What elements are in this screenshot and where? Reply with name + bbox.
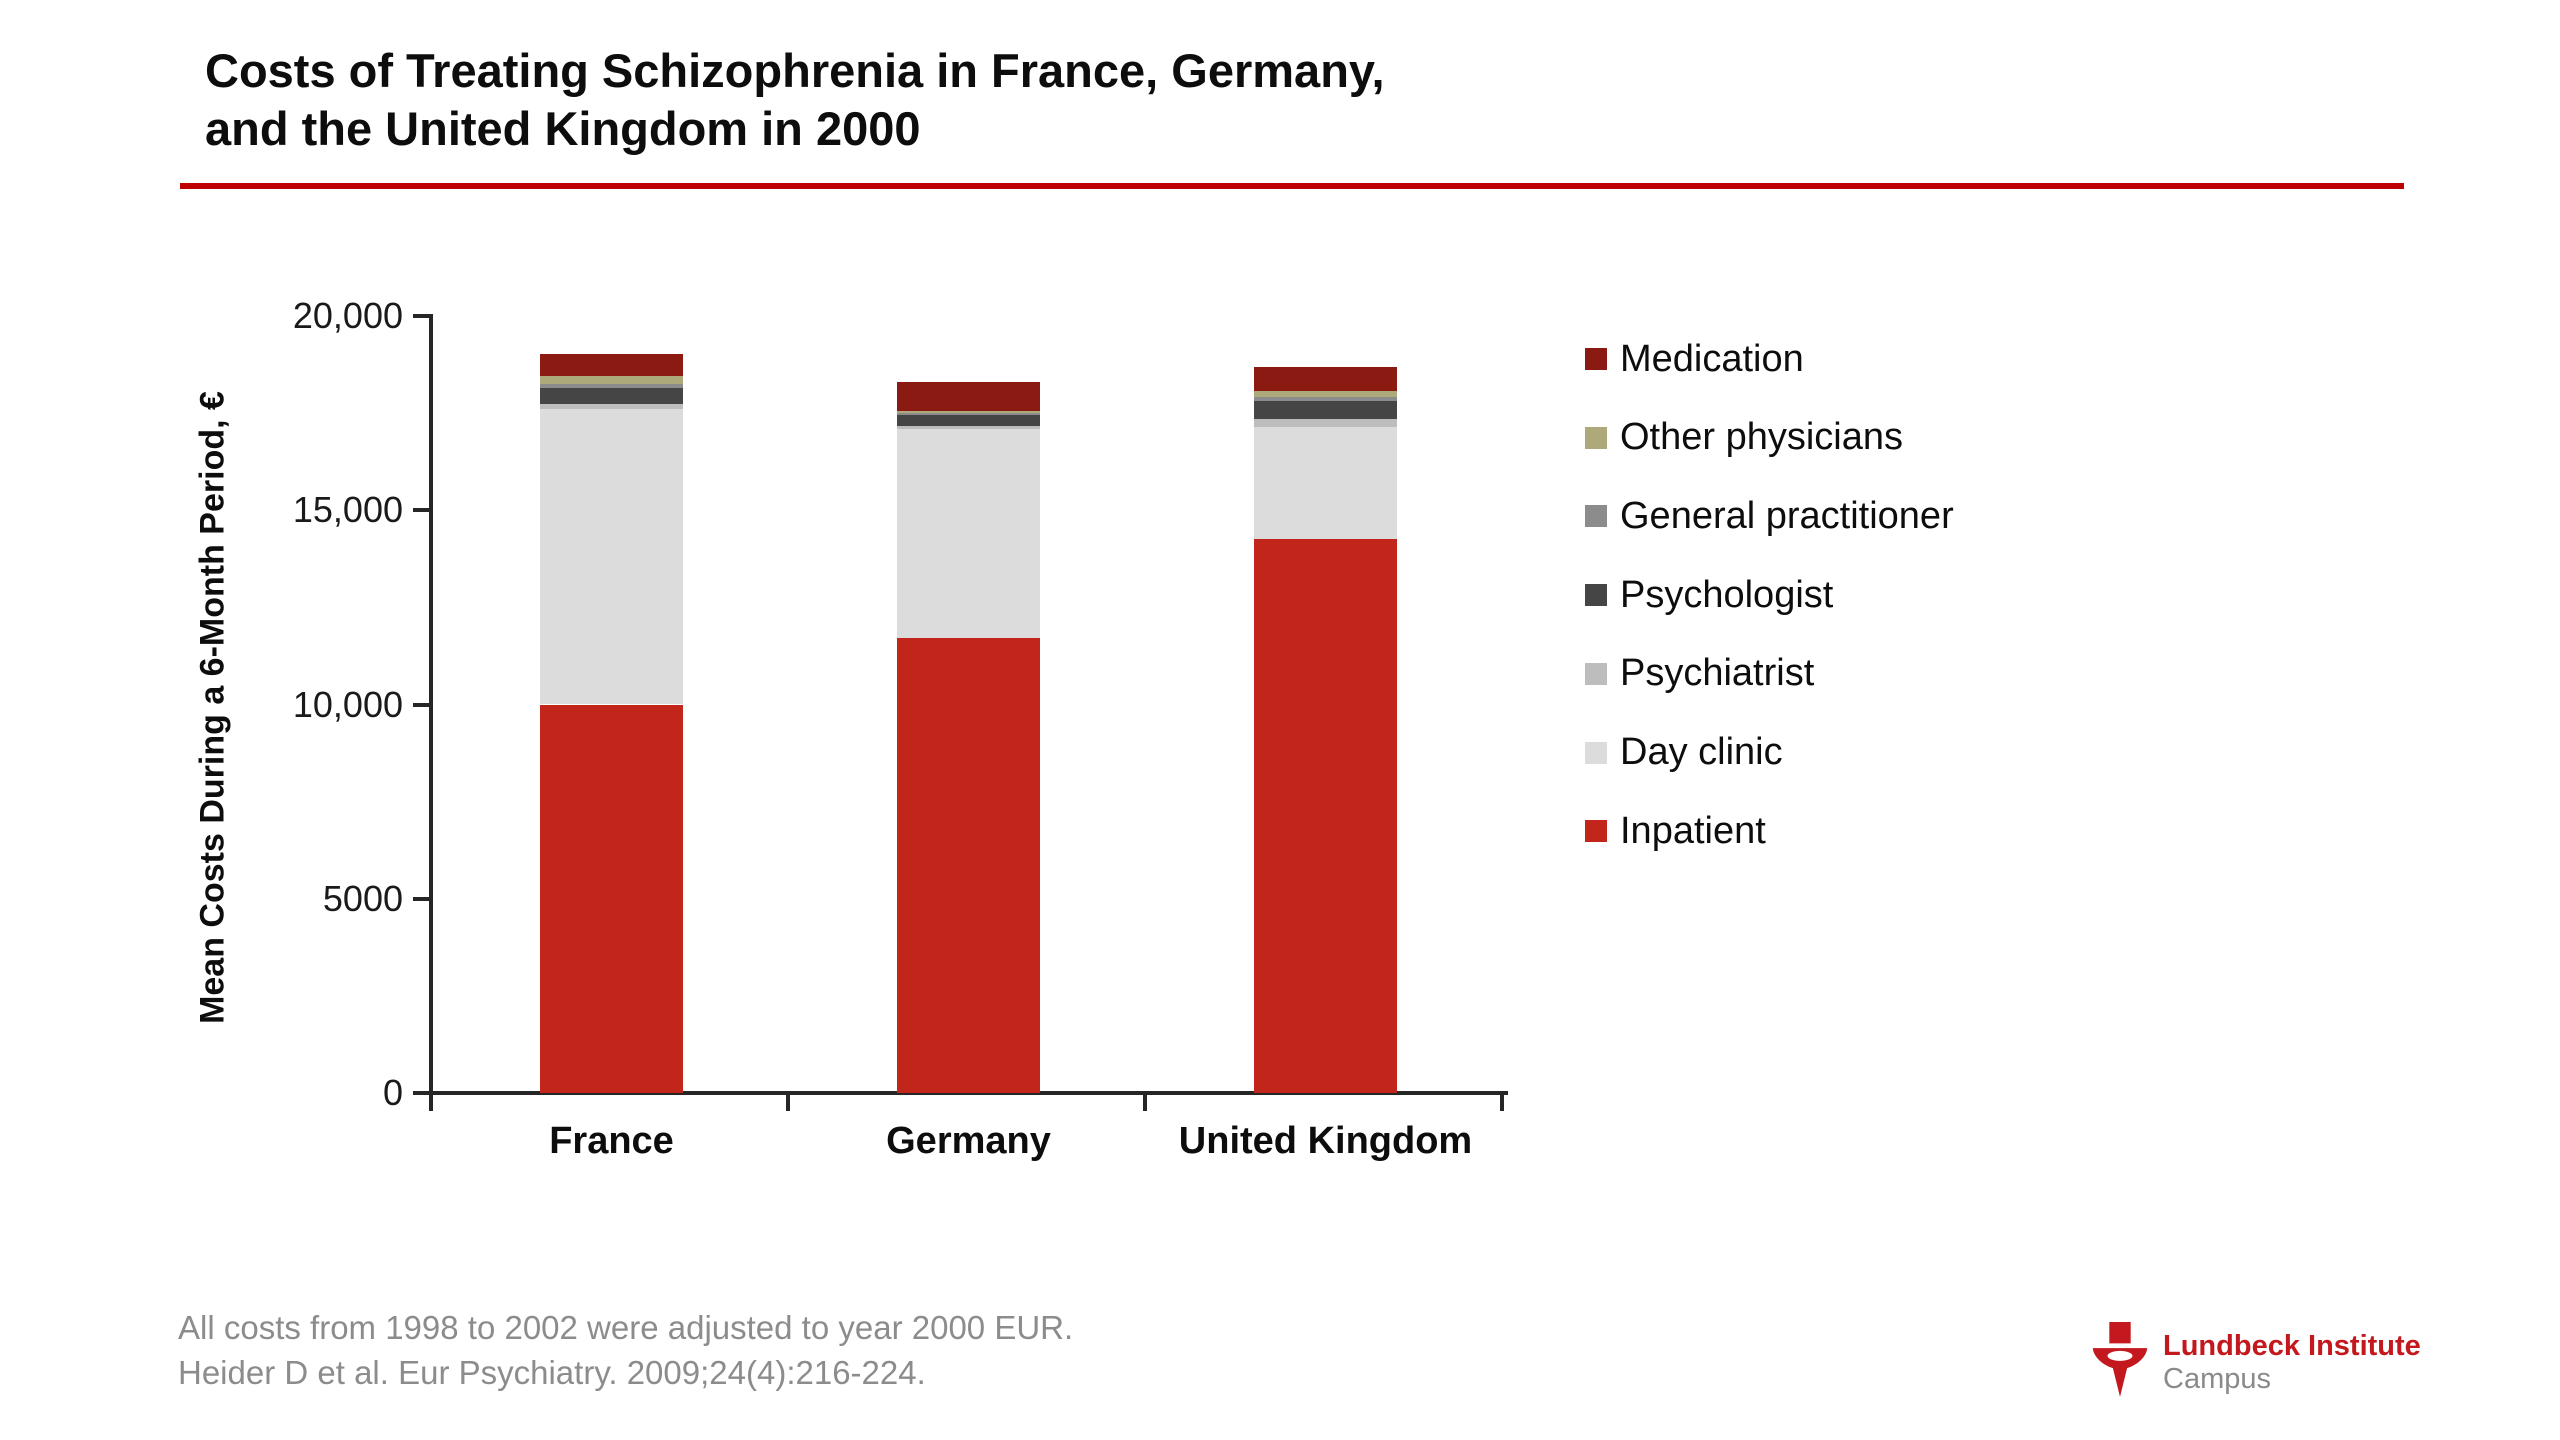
- legend-swatch: [1585, 584, 1607, 607]
- category-label-france: France: [549, 1120, 674, 1162]
- legend-item-day-clinic: Day clinic: [1585, 729, 1783, 777]
- bar-segment-general-practitioner: [897, 413, 1040, 416]
- y-tick-label: 10,000: [292, 683, 403, 725]
- legend-label: General practitioner: [1620, 494, 1954, 537]
- title-divider-rule: [180, 183, 2404, 189]
- bar-segment-other-physicians: [1254, 391, 1397, 398]
- legend-label: Other physicians: [1620, 416, 1904, 459]
- y-tick-mark: [413, 314, 429, 318]
- bar-segment-psychologist: [897, 415, 1040, 427]
- bar-segment-day-clinic: [897, 428, 1040, 639]
- x-tick-mark: [1500, 1093, 1504, 1111]
- y-tick-label: 20,000: [292, 295, 403, 336]
- lundbeck-star-icon: [2092, 1322, 2148, 1397]
- bar-segment-medication: [897, 381, 1040, 411]
- slide-title-line1: Costs of Treating Schizophrenia in Franc…: [205, 44, 1385, 97]
- legend-swatch: [1585, 662, 1607, 685]
- y-tick-mark: [413, 702, 429, 707]
- legend-label: Psychologist: [1620, 573, 1834, 616]
- legend-item-psychiatrist: Psychiatrist: [1585, 650, 1814, 698]
- logo-subbrand-text: Campus: [2163, 1363, 2271, 1395]
- bar-segment-psychiatrist: [1254, 418, 1397, 427]
- slide-title: Costs of Treating Schizophrenia in Franc…: [205, 42, 1385, 159]
- bar-segment-other-physicians: [540, 376, 683, 385]
- bar-segment-medication: [540, 354, 683, 377]
- footnote-line1: All costs from 1998 to 2002 were adjuste…: [178, 1309, 1074, 1346]
- legend-label: Medication: [1620, 337, 1804, 380]
- footnote-line2: Heider D et al. Eur Psychiatry. 2009;24(…: [178, 1354, 926, 1391]
- y-tick-label: 15,000: [292, 489, 403, 531]
- bar-segment-general-practitioner: [540, 384, 683, 389]
- bar-segment-inpatient: [540, 704, 683, 1093]
- slide-title-line2: and the United Kingdom in 2000: [205, 102, 921, 156]
- legend-swatch: [1585, 348, 1607, 370]
- x-tick-mark: [786, 1093, 790, 1111]
- y-tick-mark: [413, 508, 429, 513]
- logo-brand-text: Lundbeck Institute: [2163, 1330, 2421, 1362]
- bar-segment-psychiatrist: [540, 404, 683, 410]
- bar-segment-inpatient: [897, 638, 1040, 1093]
- x-tick-mark: [429, 1093, 433, 1111]
- bar-segment-other-physicians: [897, 410, 1040, 414]
- y-tick-mark: [413, 896, 429, 901]
- category-label-united-kingdom: United Kingdom: [1178, 1120, 1473, 1162]
- legend-swatch: [1585, 820, 1607, 843]
- bar-segment-medication: [1254, 366, 1397, 392]
- bar-segment-psychologist: [1254, 401, 1397, 419]
- x-axis-line: [429, 1091, 1508, 1095]
- y-tick-label: 5000: [322, 877, 403, 919]
- legend-label: Inpatient: [1620, 809, 1766, 852]
- bar-segment-psychologist: [540, 388, 683, 405]
- legend-label: Psychiatrist: [1620, 652, 1815, 695]
- bar-segment-general-practitioner: [1254, 397, 1397, 402]
- bar-segment-psychiatrist: [897, 426, 1040, 429]
- bar-segment-day-clinic: [540, 409, 683, 705]
- legend-swatch: [1585, 741, 1607, 764]
- legend-item-other-physicians: Other physicians: [1585, 414, 1903, 462]
- y-tick-label: 0: [382, 1072, 403, 1113]
- legend-item-general-practitioner: General practitioner: [1585, 492, 1954, 540]
- lundbeck-logo: Lundbeck Institute Campus: [2085, 1322, 2421, 1398]
- category-label-germany: Germany: [886, 1120, 1051, 1162]
- bar-segment-day-clinic: [1254, 426, 1397, 540]
- legend-swatch: [1585, 426, 1607, 449]
- y-tick-mark: [413, 1091, 429, 1095]
- legend-item-psychologist: Psychologist: [1585, 571, 1833, 619]
- legend-item-inpatient: Inpatient: [1585, 807, 1766, 855]
- bar-segment-inpatient: [1254, 539, 1397, 1093]
- x-tick-mark: [1143, 1093, 1147, 1111]
- legend-swatch: [1585, 505, 1607, 528]
- y-axis-line: [429, 314, 433, 1097]
- legend-item-medication: Medication: [1585, 335, 1804, 383]
- legend-label: Day clinic: [1620, 731, 1783, 773]
